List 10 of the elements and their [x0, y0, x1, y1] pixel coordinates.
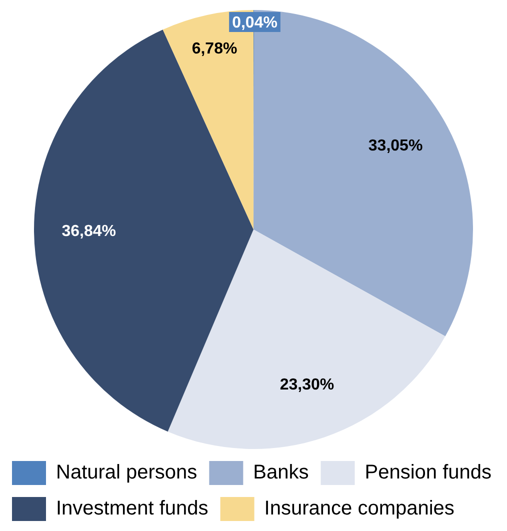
- data-label: 6,78%: [192, 40, 238, 58]
- legend-label: Banks: [253, 462, 309, 484]
- data-label: 36,84%: [62, 222, 116, 240]
- data-label: 0,04%: [232, 14, 278, 32]
- data-label: 23,30%: [280, 376, 334, 394]
- legend-label: Natural persons: [56, 462, 198, 484]
- legend-label: Insurance companies: [264, 498, 454, 520]
- data-label: 33,05%: [368, 138, 423, 155]
- legend-label: Investment funds: [56, 498, 208, 520]
- legend-label: Pension funds: [364, 462, 492, 484]
